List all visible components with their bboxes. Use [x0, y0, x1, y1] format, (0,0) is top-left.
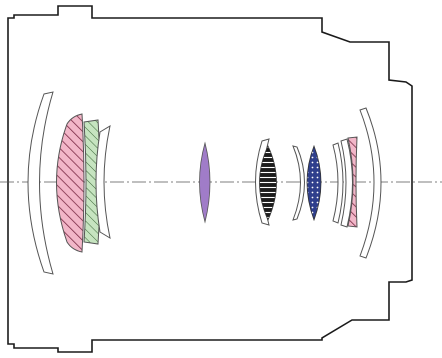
front-aspherical-element — [56, 113, 85, 253]
rear-meniscus-element-a — [332, 142, 344, 224]
rear-aspherical-element — [347, 136, 358, 228]
middle-purple-element — [199, 141, 211, 224]
rear-meniscus-element — [359, 107, 382, 259]
lens-barrel-outline — [7, 5, 413, 353]
front-inner-meniscus-element — [95, 124, 111, 240]
thin-meniscus-element — [292, 145, 305, 221]
rear-meniscus-element-b — [340, 138, 353, 228]
dotted-biconvex-element — [306, 144, 322, 222]
front-meniscus-element — [27, 91, 54, 275]
striped-biconvex-element — [259, 145, 277, 221]
